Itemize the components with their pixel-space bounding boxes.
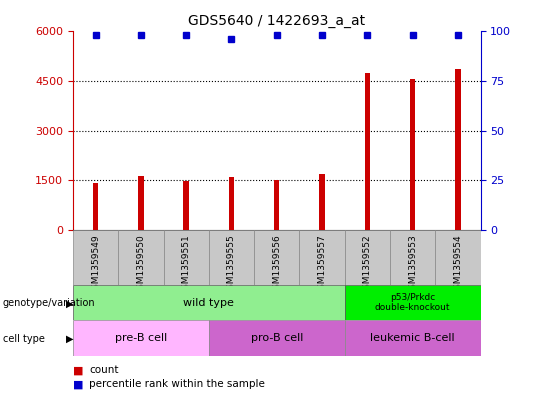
Bar — [435, 230, 481, 285]
Bar — [164, 230, 209, 285]
Bar — [410, 79, 415, 230]
Bar — [118, 230, 164, 285]
Bar — [345, 230, 390, 285]
Text: ■: ■ — [73, 379, 83, 389]
Text: leukemic B-cell: leukemic B-cell — [370, 333, 455, 343]
Text: pro-B cell: pro-B cell — [251, 333, 303, 343]
Text: GSM1359552: GSM1359552 — [363, 234, 372, 295]
Bar — [73, 230, 118, 285]
Bar — [184, 181, 189, 230]
Text: GSM1359550: GSM1359550 — [137, 234, 145, 295]
Bar — [138, 176, 144, 230]
Text: pre-B cell: pre-B cell — [114, 333, 167, 343]
Text: GSM1359554: GSM1359554 — [454, 234, 462, 295]
Text: GSM1359551: GSM1359551 — [181, 234, 191, 295]
Text: genotype/variation: genotype/variation — [3, 298, 96, 309]
Text: GSM1359557: GSM1359557 — [318, 234, 327, 295]
Bar — [254, 230, 299, 285]
Title: GDS5640 / 1422693_a_at: GDS5640 / 1422693_a_at — [188, 14, 366, 28]
Bar — [345, 285, 481, 320]
Text: count: count — [89, 365, 119, 375]
Bar — [299, 230, 345, 285]
Bar — [345, 320, 481, 356]
Text: GSM1359553: GSM1359553 — [408, 234, 417, 295]
Text: cell type: cell type — [3, 334, 45, 344]
Bar — [73, 320, 209, 356]
Text: GSM1359555: GSM1359555 — [227, 234, 236, 295]
Text: percentile rank within the sample: percentile rank within the sample — [89, 379, 265, 389]
Bar — [455, 70, 461, 230]
Text: GSM1359549: GSM1359549 — [91, 234, 100, 295]
Text: ▶: ▶ — [66, 298, 74, 309]
Text: ■: ■ — [73, 365, 83, 375]
Bar — [209, 320, 345, 356]
Bar — [274, 180, 280, 230]
Bar — [364, 73, 370, 230]
Bar — [229, 177, 234, 230]
Text: p53/Prkdc
double-knockout: p53/Prkdc double-knockout — [375, 293, 450, 312]
Text: ▶: ▶ — [66, 334, 74, 344]
Bar — [390, 230, 435, 285]
Text: GSM1359556: GSM1359556 — [272, 234, 281, 295]
Bar — [319, 174, 325, 230]
Bar — [93, 183, 98, 230]
Bar — [209, 230, 254, 285]
Text: wild type: wild type — [184, 298, 234, 308]
Bar — [73, 285, 345, 320]
